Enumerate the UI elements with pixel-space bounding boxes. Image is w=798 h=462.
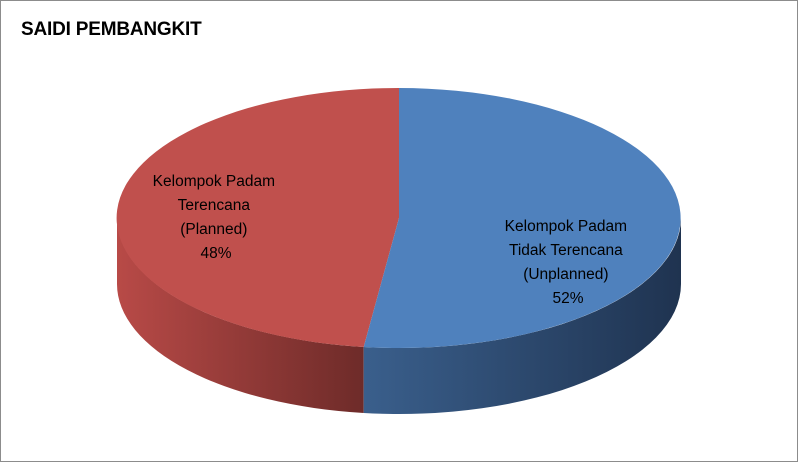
slice-label-planned: Kelompok Padam Terencana (Planned) 48% (153, 173, 280, 262)
pie-slice-unplanned (363, 88, 681, 348)
pie-slice-planned (116, 87, 400, 347)
slice-label-unplanned: Kelompok Padam Tidak Terencana (Unplanne… (505, 218, 632, 307)
chart-title: SAIDI PEMBANGKIT (21, 19, 202, 40)
pie-slice-side-unplanned (363, 218, 681, 415)
pie-slice-side-planned (116, 218, 364, 413)
